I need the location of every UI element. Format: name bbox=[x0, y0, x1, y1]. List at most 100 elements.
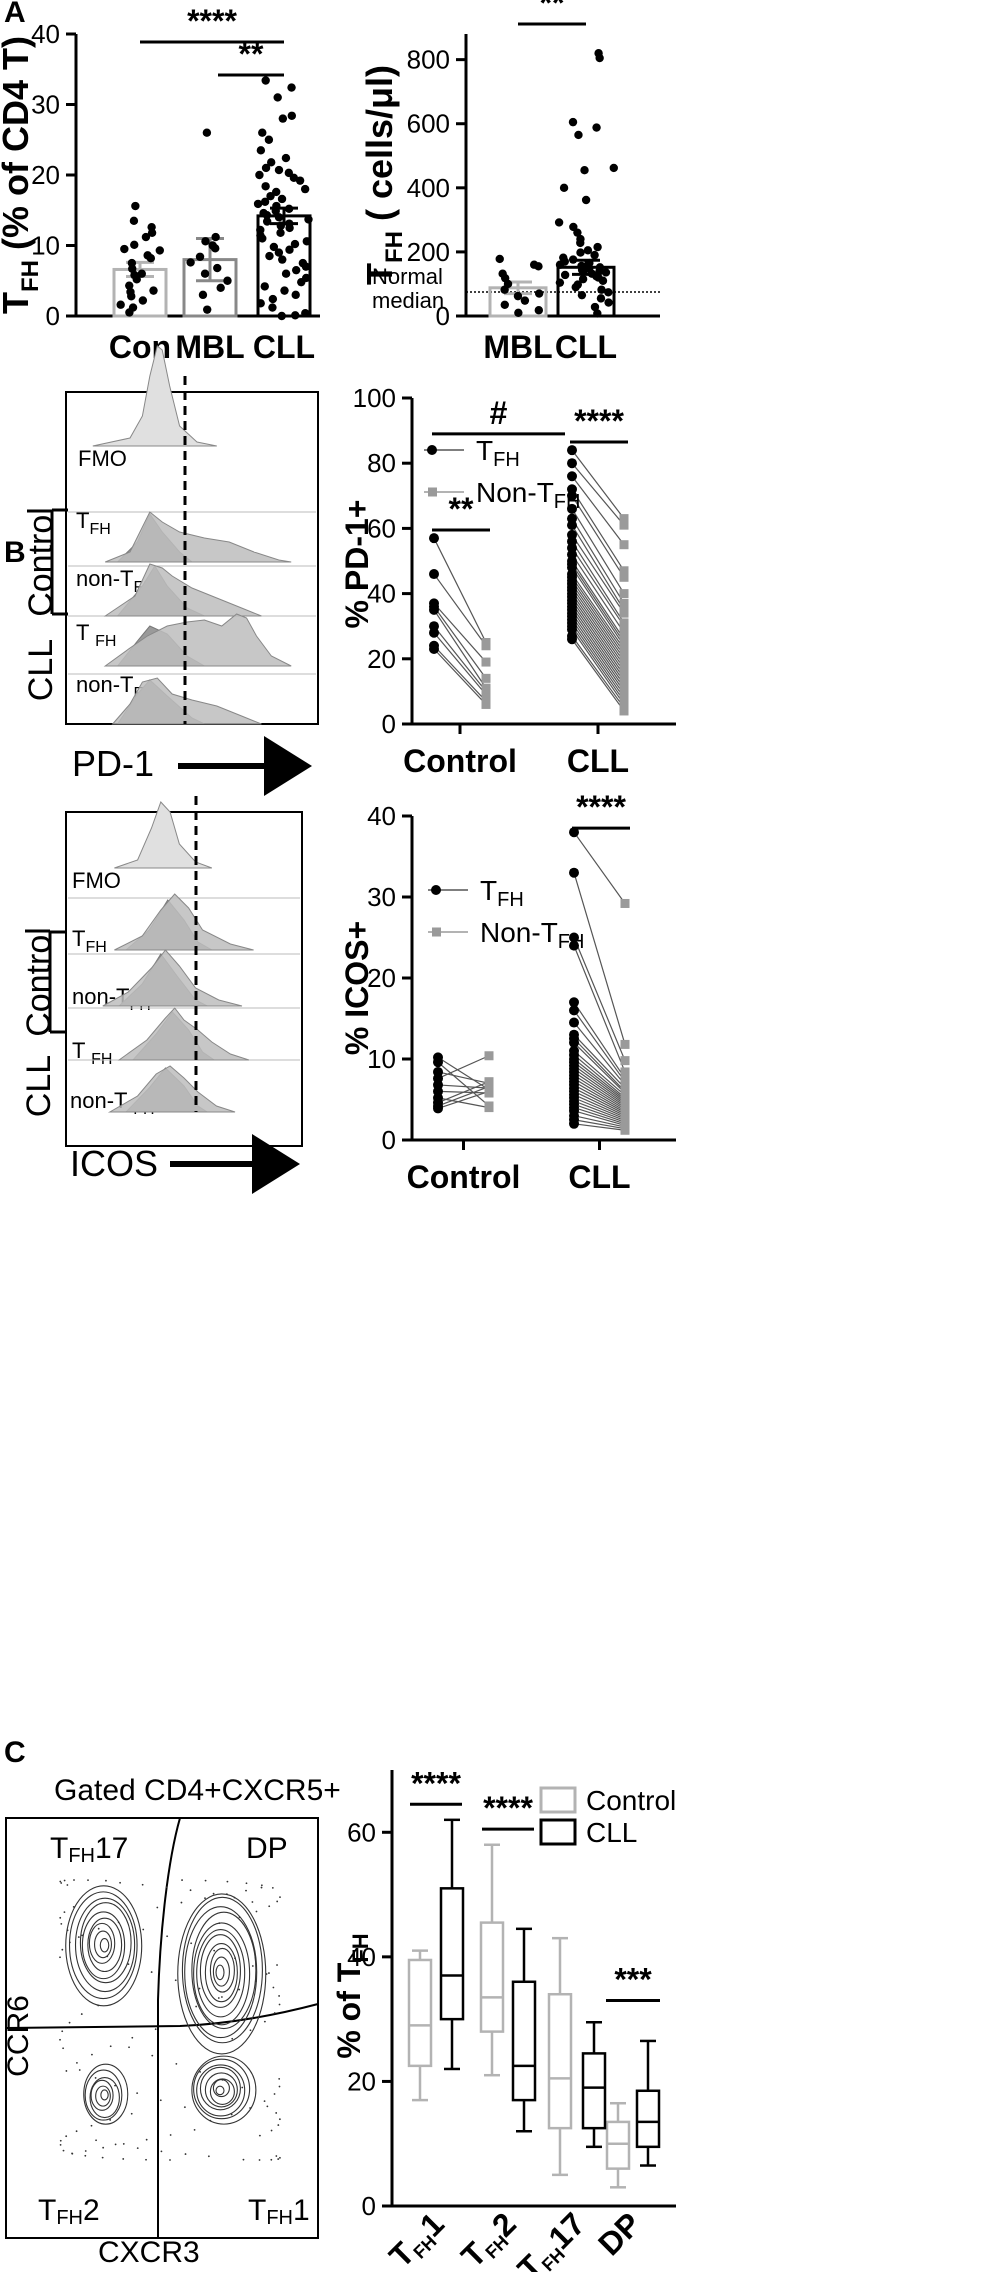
flow-event-dot bbox=[198, 1987, 201, 1990]
pd1-pair-line bbox=[571, 635, 625, 709]
pd1-nontfh-point bbox=[619, 706, 629, 716]
icos-y-tick-label: 40 bbox=[367, 801, 396, 831]
quadrant-label-tfh1: TFH1 bbox=[248, 2194, 310, 2229]
pd1-nontfh-point bbox=[619, 572, 629, 582]
pd1-tfh-point bbox=[567, 471, 577, 482]
flow-event-dot bbox=[268, 1905, 271, 1908]
icos-pair-line bbox=[573, 1050, 626, 1096]
a-right-point-cll bbox=[593, 242, 602, 252]
flow-event-dot bbox=[204, 1897, 206, 1900]
flow-event-dot bbox=[217, 1997, 220, 1999]
flow-event-dot bbox=[63, 1911, 66, 1914]
box-significance-label: **** bbox=[483, 1790, 533, 1826]
flow-event-dot bbox=[278, 2003, 281, 2006]
a-left-point-cll bbox=[255, 170, 264, 180]
pd1-tfh-point bbox=[567, 445, 577, 456]
flow-event-dot bbox=[77, 1936, 80, 1938]
a-left-point-cll bbox=[297, 277, 306, 287]
icos-pair-line bbox=[437, 1081, 490, 1104]
flow-event-dot bbox=[275, 2155, 278, 2157]
flow-event-dot bbox=[73, 1879, 75, 1881]
flow-event-dot bbox=[122, 2143, 125, 2145]
contour-tfh2 bbox=[83, 2063, 129, 2125]
pd1-pair-line bbox=[571, 609, 625, 686]
flow-event-dot bbox=[59, 2139, 62, 2142]
a-left-point-cll bbox=[300, 184, 310, 194]
contour-tfh1 bbox=[196, 2064, 246, 2117]
icos-paired-chart: % ICOS+ 0 10 20 30 40 Control CLL TFH Non-TFH ***… bbox=[339, 789, 676, 1195]
pd1-y-tick-label: 40 bbox=[367, 579, 396, 609]
pd1-pair-line bbox=[571, 619, 625, 696]
a-right-point-cll bbox=[568, 117, 578, 127]
box-control bbox=[479, 1921, 505, 2033]
flow-event-dot bbox=[169, 2134, 172, 2136]
a-right-point-mbl bbox=[534, 262, 543, 271]
flow-event-dot bbox=[59, 1956, 61, 1959]
contour-dp bbox=[199, 1934, 241, 2008]
icos-pair-line bbox=[573, 1068, 626, 1105]
box-cll bbox=[635, 2089, 661, 2149]
a-left-y-tick-label: 30 bbox=[31, 90, 60, 120]
flow-event-dot bbox=[71, 2152, 73, 2155]
flow-event-dot bbox=[141, 1883, 144, 1886]
icos-nontfh-point bbox=[620, 1067, 630, 1077]
flow-event-dot bbox=[195, 2005, 198, 2008]
icos-pair-line bbox=[437, 1061, 490, 1107]
pd1-pair-line bbox=[571, 589, 625, 666]
a-left-point-con bbox=[146, 253, 156, 263]
flow-event-dot bbox=[160, 2150, 163, 2153]
pd1-histogram-curve bbox=[103, 563, 262, 617]
a-left-point-cll bbox=[276, 221, 286, 230]
a-left-significance-label: **** bbox=[187, 3, 237, 39]
contour-tfh1 bbox=[193, 2058, 251, 2120]
box-legend-label-control: Control bbox=[586, 1785, 676, 1816]
pd1-pair-line bbox=[571, 495, 625, 578]
flow-event-dot bbox=[273, 2012, 276, 2014]
flow-event-dot bbox=[84, 2154, 87, 2157]
pd1-y-tick-label: 100 bbox=[353, 383, 396, 413]
flow-event-dot bbox=[218, 1922, 221, 1925]
pd1-pair-line bbox=[571, 508, 625, 594]
flow-event-dot bbox=[272, 1986, 275, 1989]
pd1-pair-line bbox=[571, 638, 625, 712]
a-left-point-cll bbox=[277, 194, 287, 204]
a-right-point-cll bbox=[601, 268, 611, 277]
pd1-legend-label-tfh: TFH bbox=[476, 435, 520, 471]
flow-event-dot bbox=[62, 2047, 65, 2050]
flow-event-dot bbox=[156, 1906, 159, 1909]
icos-nontfh-point bbox=[484, 1086, 494, 1096]
icos-histogram-curve bbox=[114, 893, 254, 951]
a-left-y-axis-label: TFH (% of CD4 T) bbox=[0, 36, 44, 314]
a-left-point-cll bbox=[281, 269, 291, 278]
flow-event-dot bbox=[238, 1916, 241, 1919]
a-left-point-con bbox=[125, 281, 134, 290]
pd1-pair-line bbox=[571, 629, 625, 705]
icos-pair-line bbox=[573, 937, 626, 1061]
icos-pair-line bbox=[573, 1119, 626, 1130]
flow-y-axis-label: CCR6 bbox=[2, 1995, 35, 2077]
contour-tfh1 bbox=[199, 2066, 241, 2111]
contour-tfh17 bbox=[88, 1922, 116, 1964]
pd1-group-label-control: Control bbox=[22, 507, 60, 617]
icos-pair-line bbox=[437, 1090, 490, 1109]
pd1-legend-label-nontfh: Non-TFH bbox=[476, 477, 580, 513]
a-left-point-mbl bbox=[216, 283, 225, 292]
flow-event-dot bbox=[258, 2134, 261, 2137]
flow-event-dot bbox=[102, 2146, 105, 2149]
icos-tfh-point bbox=[433, 1057, 443, 1068]
contour-dp bbox=[212, 1956, 230, 1987]
flow-event-dot bbox=[78, 2069, 81, 2071]
flow-event-dot bbox=[276, 1964, 278, 1966]
flow-event-dot bbox=[61, 1948, 64, 1951]
a-right-point-mbl bbox=[520, 296, 530, 305]
pd1-pair-line bbox=[433, 602, 487, 663]
a-left-point-mbl bbox=[211, 232, 220, 242]
icos-pair-line bbox=[573, 1090, 626, 1117]
a-left-point-con bbox=[155, 246, 165, 255]
a-left-point-cll bbox=[291, 290, 300, 300]
a-left-point-con bbox=[131, 201, 140, 211]
contour-tfh17 bbox=[87, 1917, 123, 1973]
flow-event-dot bbox=[90, 2124, 93, 2127]
pd1-significance-label: ** bbox=[449, 491, 474, 527]
quadrant-label-tfh2: TFH2 bbox=[38, 2194, 100, 2229]
